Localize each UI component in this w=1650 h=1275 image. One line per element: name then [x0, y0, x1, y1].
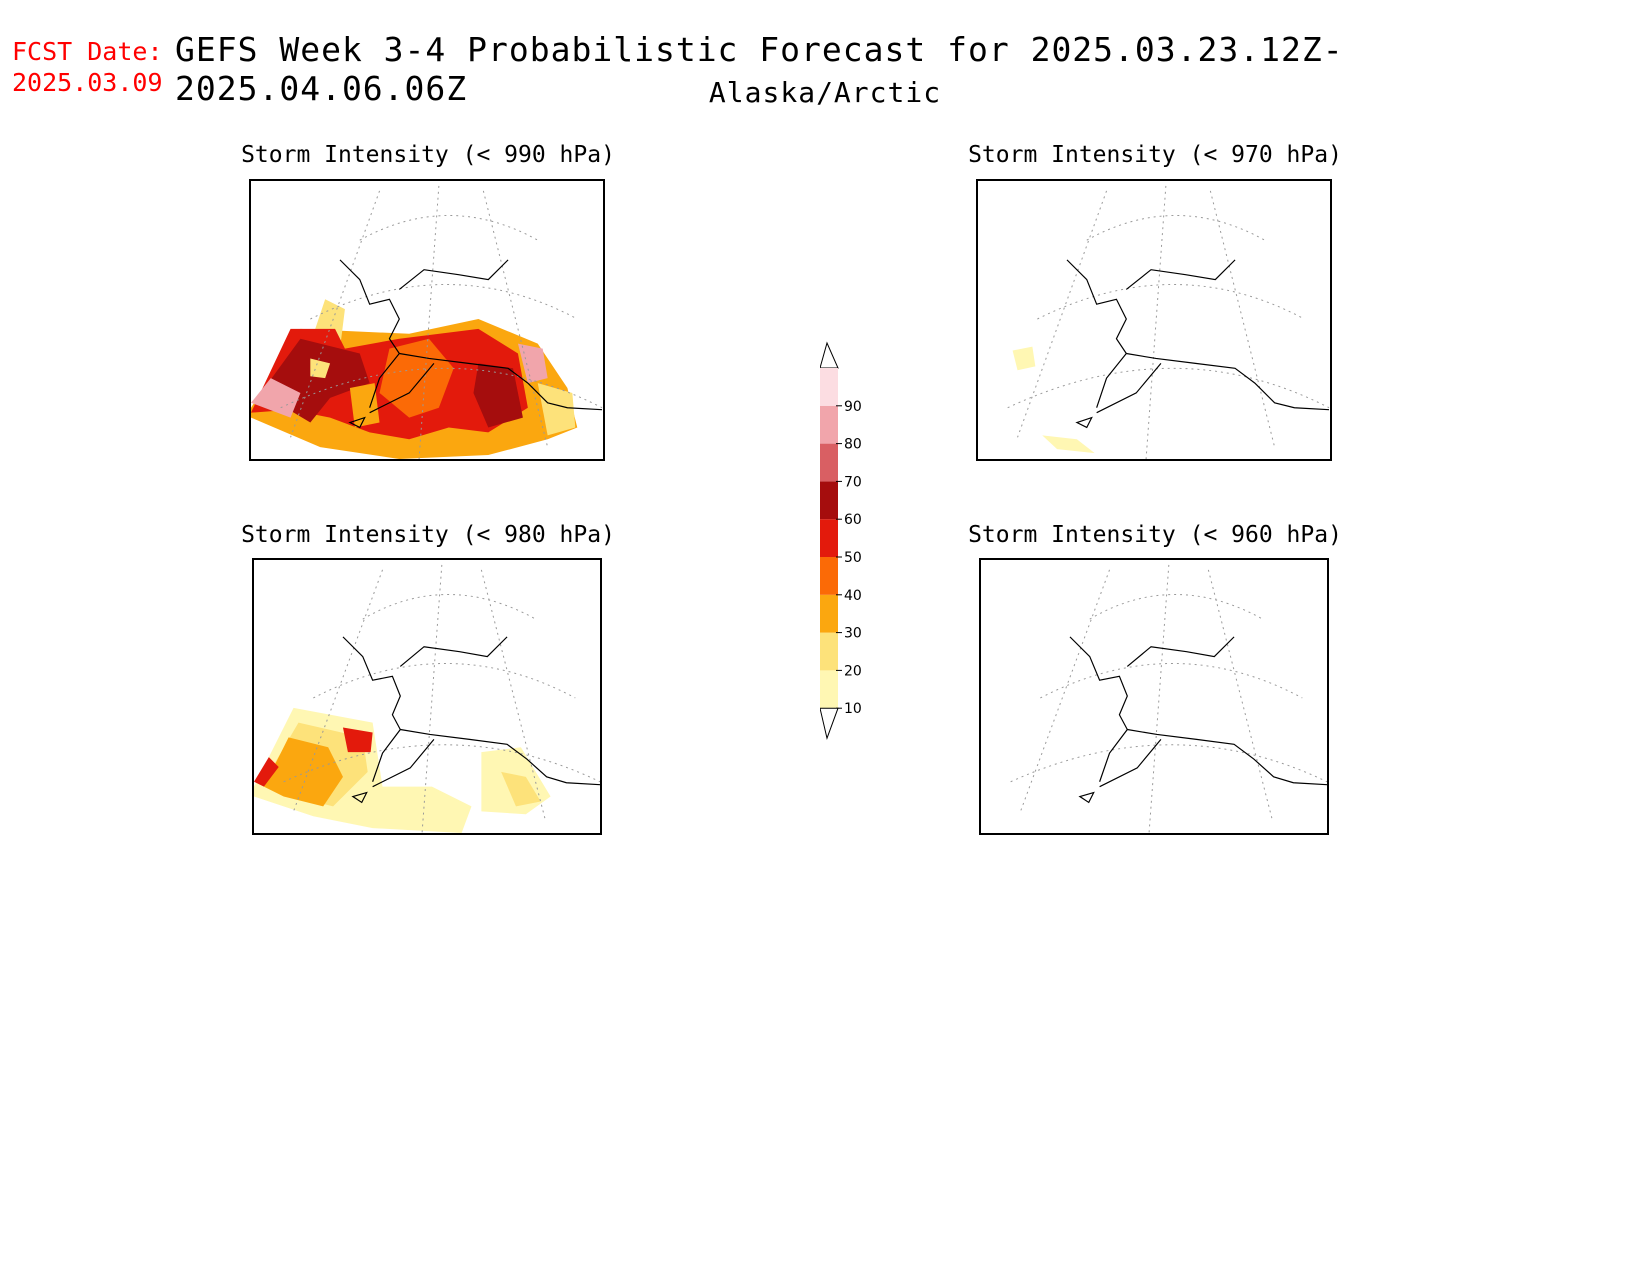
colorbar-swatch: [820, 557, 838, 595]
colorbar-swatches: 10 20 30 40 50 60 70 80 90: [819, 341, 862, 740]
panel-title-980: Storm Intensity (< 980 hPa): [241, 522, 615, 548]
probability-map-960: [1010, 564, 1327, 833]
map-panel-960: [979, 558, 1329, 835]
colorbar-bottom-tip: [819, 707, 839, 740]
forecast-date-label: FCST Date:: [12, 37, 163, 66]
colorbar-swatch: [820, 443, 838, 482]
probability-fill: [1012, 346, 1095, 454]
map-panel-970: [976, 179, 1332, 461]
colorbar-swatch: [820, 405, 838, 444]
colorbar-swatch: [820, 594, 838, 633]
probability-map-980: [254, 564, 600, 833]
colorbar-swatch: [820, 481, 838, 520]
colorbar-label: 10: [844, 701, 862, 717]
panel-title-960: Storm Intensity (< 960 hPa): [968, 522, 1342, 548]
graticule: [1007, 185, 1330, 459]
colorbar-swatch: [820, 632, 838, 671]
coastline: [1069, 636, 1327, 804]
coastline: [342, 636, 600, 804]
coastline: [339, 259, 603, 429]
graticule: [283, 564, 600, 833]
graticule: [1010, 564, 1327, 833]
region-subtitle: Alaska/Arctic: [708, 76, 942, 109]
colorbar-swatch: [820, 670, 838, 709]
probability-map-990: [251, 185, 603, 459]
graticule: [280, 185, 603, 459]
colorbar-swatch: [820, 368, 838, 406]
probability-fill: [251, 299, 578, 459]
map-panel-990: [249, 179, 605, 461]
panel-title-970: Storm Intensity (< 970 hPa): [968, 142, 1342, 168]
colorbar-label: 90: [844, 399, 862, 415]
colorbar-label: 80: [844, 437, 862, 453]
colorbar-label: 20: [844, 663, 862, 679]
colorbar: 10 20 30 40 50 60 70 80 90: [819, 330, 900, 750]
colorbar-swatch: [820, 519, 838, 557]
probability-fill: [254, 707, 551, 833]
colorbar-label: 50: [844, 550, 862, 566]
map-panel-980: [252, 558, 602, 835]
colorbar-label: 60: [844, 512, 862, 528]
forecast-date: FCST Date: 2025.03.09: [12, 36, 163, 98]
colorbar-label: 70: [844, 474, 862, 490]
forecast-date-value: 2025.03.09: [12, 68, 163, 97]
colorbar-label: 30: [844, 626, 862, 642]
colorbar-label: 40: [844, 588, 862, 604]
colorbar-top-tip: [819, 341, 839, 369]
panel-title-990: Storm Intensity (< 990 hPa): [241, 142, 615, 168]
coastline: [1066, 259, 1330, 429]
probability-map-970: [1007, 185, 1330, 459]
page-title: GEFS Week 3-4 Probabilistic Forecast for…: [175, 30, 1344, 108]
